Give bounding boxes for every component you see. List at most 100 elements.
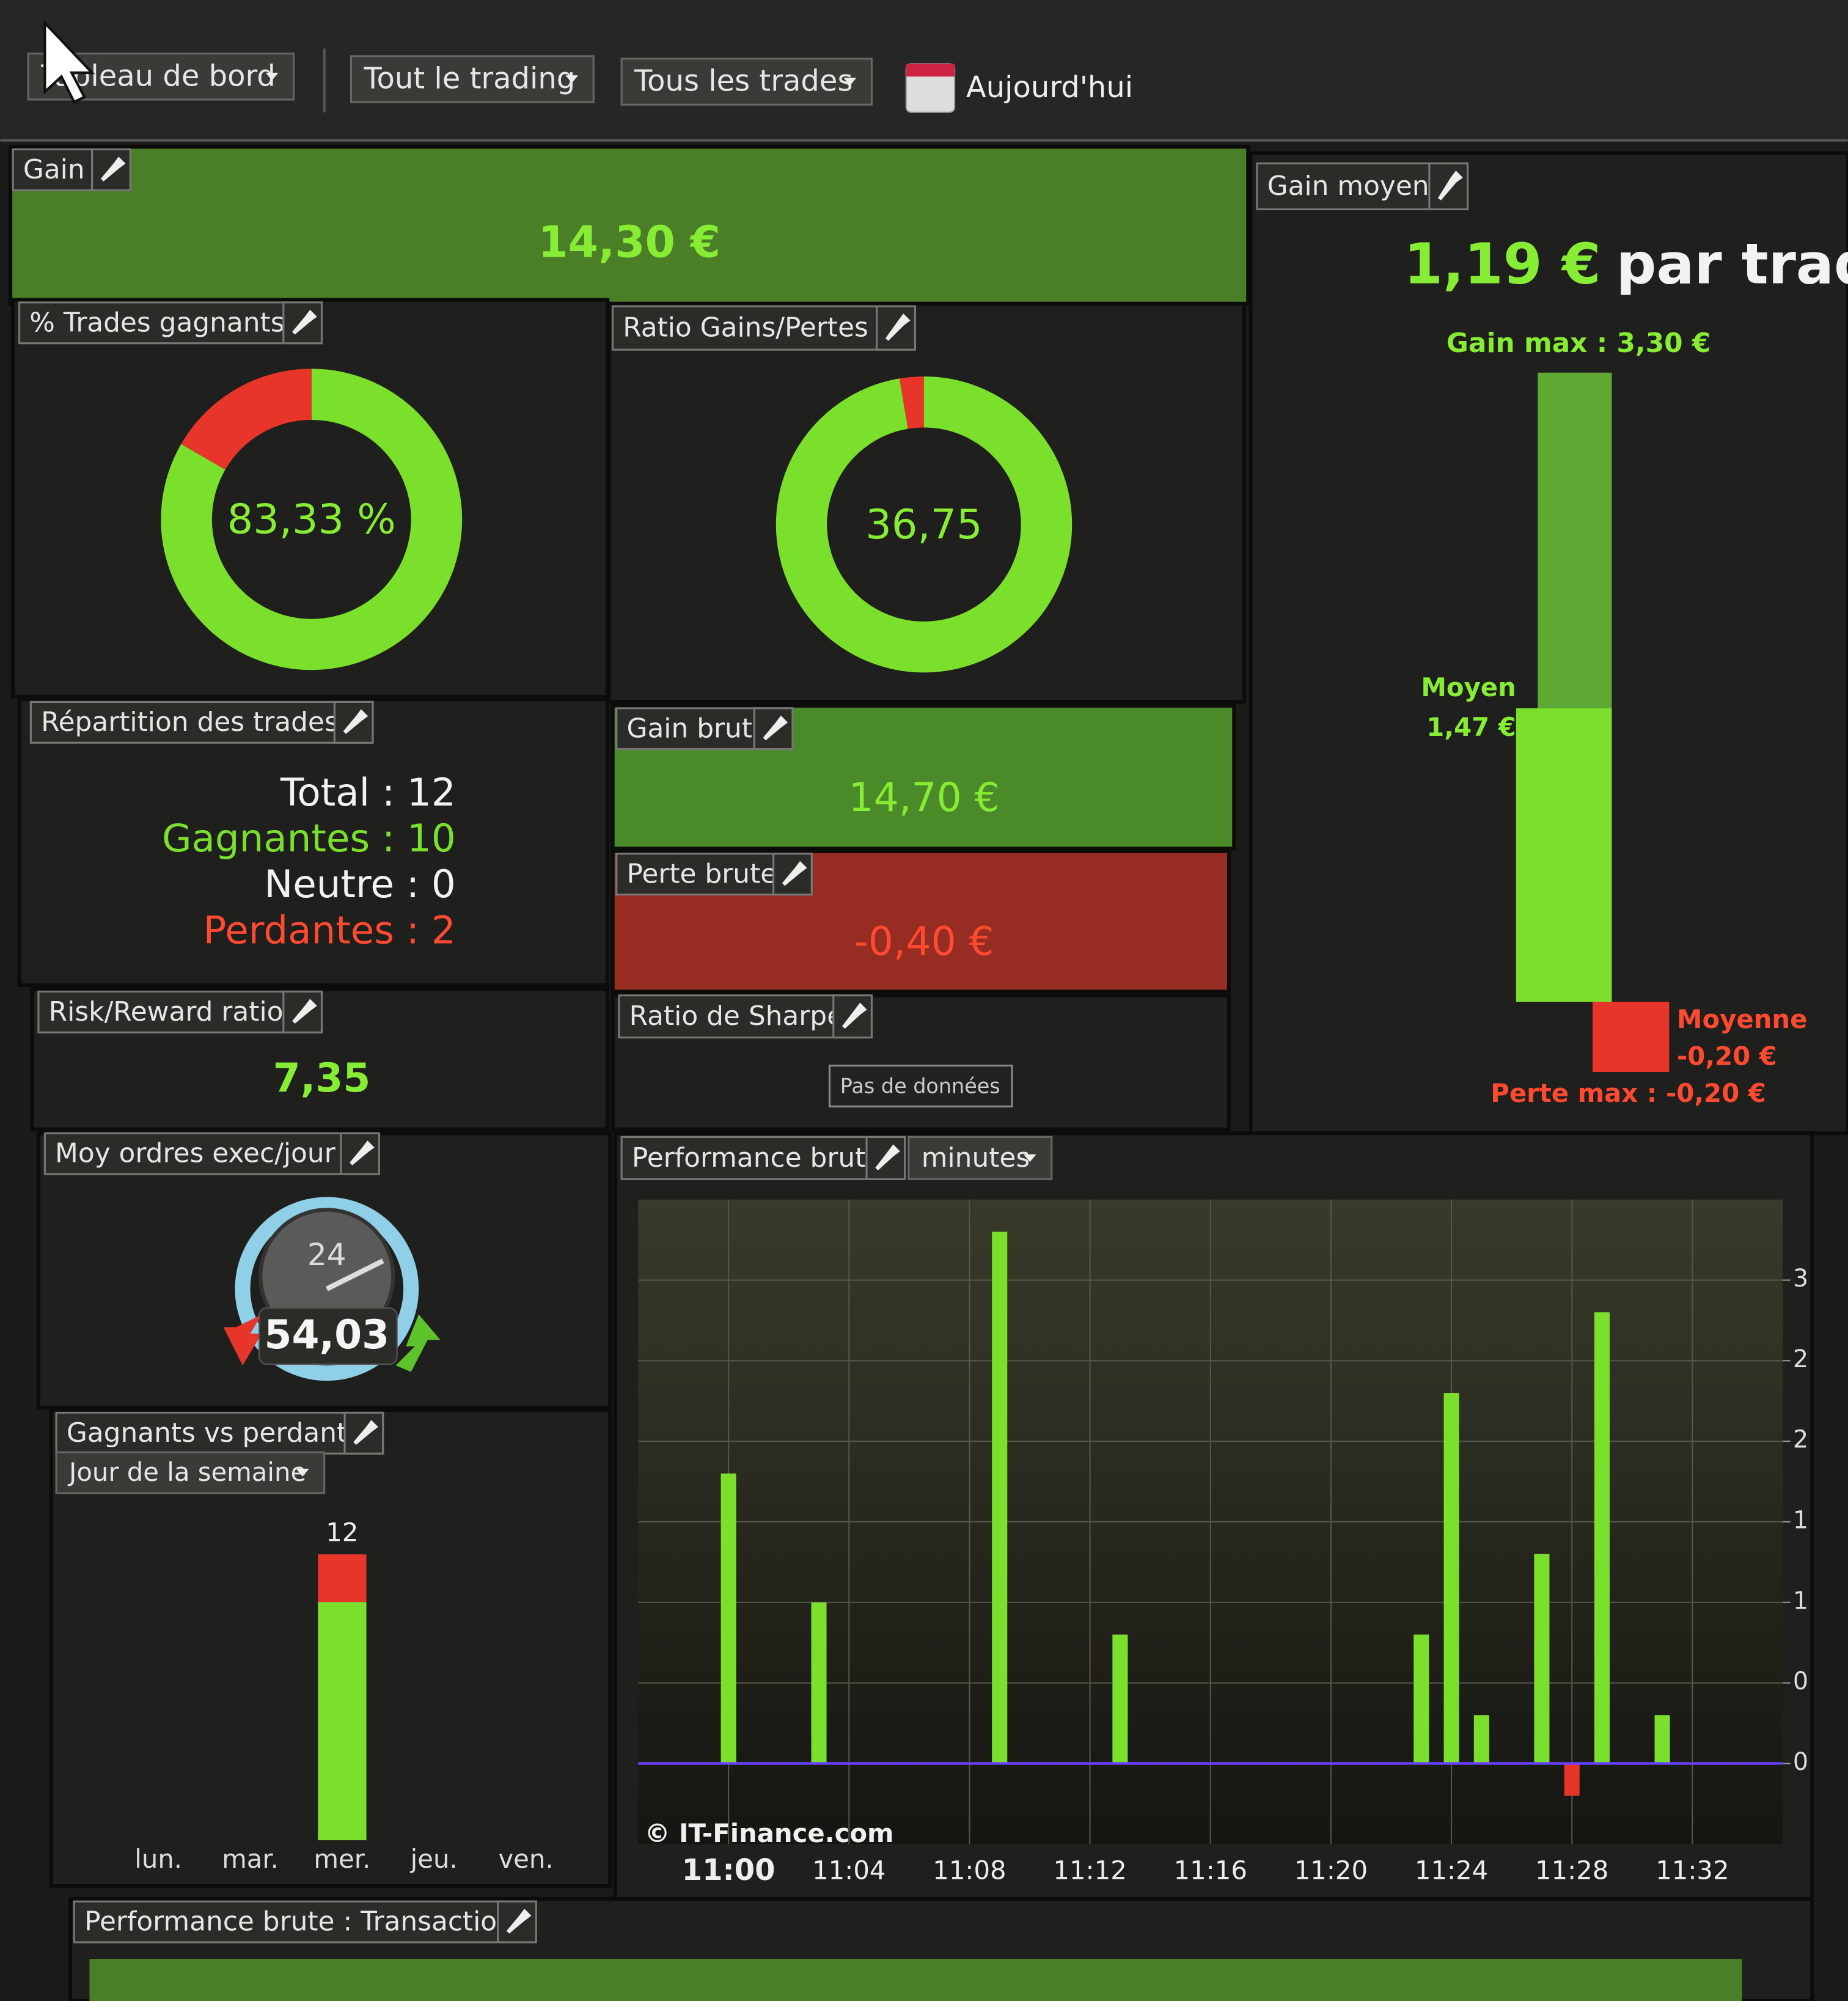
x-tick-label: 11:12 — [1053, 1856, 1126, 1885]
bar — [1534, 1554, 1550, 1764]
donut-label: 36,75 — [865, 501, 982, 548]
panel-title: Performance brute — [632, 1142, 882, 1173]
x-tick-label: 11:20 — [1294, 1856, 1368, 1885]
gain-bar-lower — [1516, 708, 1612, 1002]
arrow-up — [395, 1314, 441, 1372]
stacked-bar — [318, 1554, 367, 1603]
donut-slice — [899, 376, 925, 429]
bar — [721, 1473, 736, 1764]
gain-moyen-value: 1,19 €par trade — [1404, 232, 1848, 297]
x-tick-label: 11:04 — [812, 1856, 886, 1885]
x-tick-label: 11:24 — [1415, 1856, 1488, 1885]
panel-title: Perte brute — [626, 858, 777, 889]
panel-title: Performance brute : Transactions — [84, 1906, 528, 1937]
wrench-icon — [100, 156, 126, 182]
repartition-row: Total : 12 — [280, 770, 456, 815]
bar — [992, 1232, 1008, 1764]
moyen-label: Moyen — [1421, 672, 1516, 702]
wrench-icon — [875, 1144, 900, 1170]
x-tick-label: 11:00 — [682, 1853, 776, 1887]
panel-title-box — [620, 1136, 906, 1180]
bar — [1594, 1312, 1610, 1764]
perte-brute-value: -0,40 € — [854, 919, 994, 965]
loss-bar — [1593, 1002, 1670, 1072]
x-tick-label: 11:16 — [1174, 1856, 1247, 1885]
dropdown-caret — [1023, 1154, 1036, 1162]
x-tick-label: mer. — [314, 1844, 370, 1874]
donut-slice — [181, 369, 312, 471]
x-tick-label: jeu. — [410, 1844, 458, 1874]
no-data-message: Pas de données — [840, 1074, 1000, 1098]
panel-title-box — [37, 990, 323, 1034]
panel-title: Ratio Gains/Pertes — [623, 312, 868, 343]
panel-title: Risk/Reward ratio — [49, 996, 284, 1027]
donut-label: 83,33 % — [227, 496, 396, 543]
repartition-row: Neutre : 0 — [264, 862, 455, 906]
panel-title: Gagnants vs perdants — [67, 1417, 361, 1448]
wrench-icon — [292, 999, 317, 1024]
donut-slice — [161, 369, 463, 670]
gain-value: 14,30 € — [538, 216, 721, 267]
x-tick-label: 11:32 — [1656, 1856, 1729, 1885]
x-tick-label: 11:28 — [1535, 1856, 1608, 1885]
dropdown-caret — [843, 78, 857, 86]
x-tick-label: lun. — [134, 1844, 182, 1874]
wrench-icon — [782, 861, 807, 886]
wrench-icon — [353, 1420, 378, 1445]
bar — [811, 1602, 827, 1764]
dropdown[interactable] — [620, 57, 873, 106]
panel-title-box — [29, 700, 374, 744]
panel — [8, 144, 1250, 306]
x-tick-label: mar. — [222, 1844, 279, 1874]
mouse-cursor — [43, 20, 95, 104]
credit: © IT-Finance.com — [645, 1818, 894, 1848]
panel-title: Moy ordres exec/jour — [55, 1138, 336, 1169]
bar — [1654, 1715, 1670, 1764]
gain-brut-value: 14,70 € — [848, 775, 999, 821]
dropdown-label: Tous les trades — [634, 64, 853, 98]
y-tick-label: 1 — [1793, 1506, 1808, 1534]
gain-moyen-number: 1,19 € — [1404, 232, 1601, 297]
moyenne-label: Moyenne — [1677, 1004, 1808, 1034]
bar — [1443, 1393, 1459, 1764]
date-label[interactable]: Aujourd'hui — [966, 70, 1133, 105]
y-tick-label: 1 — [1793, 1587, 1808, 1615]
donut-slice — [776, 376, 1072, 673]
dropdown-caret — [296, 1469, 309, 1477]
calendar-icon-top — [906, 64, 955, 77]
moyenne-value: -0,20 € — [1677, 1041, 1777, 1071]
stacked-bar — [318, 1602, 367, 1840]
gauge-dial-label: 24 — [307, 1236, 346, 1272]
wrench-icon — [292, 309, 317, 335]
dropdown[interactable] — [55, 1451, 326, 1494]
dropdown-label: minutes — [922, 1142, 1030, 1173]
repartition-row: Gagnantes : 10 — [162, 816, 456, 861]
gain-max: Gain max : 3,30 € — [1447, 328, 1711, 359]
panel-title-box — [55, 1411, 384, 1455]
panel-title-box — [618, 994, 873, 1039]
panel-title: Gain moyen — [1267, 171, 1429, 202]
panel-title-box — [43, 1132, 380, 1175]
bar — [1564, 1763, 1580, 1796]
bar — [1473, 1715, 1489, 1764]
gauge-needle — [325, 1258, 384, 1291]
panel-title-box — [18, 301, 323, 345]
y-tick-label: 0 — [1793, 1667, 1808, 1695]
y-tick-label: 2 — [1793, 1345, 1808, 1373]
y-tick-label: 3 — [1793, 1265, 1808, 1293]
wrench-icon — [350, 1140, 375, 1166]
dropdown-caret — [565, 75, 579, 83]
wrench-icon — [763, 715, 788, 741]
panel-title-box — [73, 1900, 537, 1944]
dropdown-label: Tout le trading — [363, 62, 575, 96]
panel-title: % Trades gagnants — [29, 307, 284, 338]
wrench-icon — [842, 1002, 867, 1029]
dropdown[interactable] — [350, 55, 595, 103]
moyen-value: 1,47 € — [1426, 712, 1516, 742]
x-tick-label: 11:08 — [933, 1856, 1006, 1885]
gain-bar-upper — [1538, 372, 1612, 708]
x-tick-label: ven. — [498, 1844, 553, 1874]
gauge-value-box — [258, 1307, 398, 1365]
no-data-box — [828, 1064, 1013, 1107]
